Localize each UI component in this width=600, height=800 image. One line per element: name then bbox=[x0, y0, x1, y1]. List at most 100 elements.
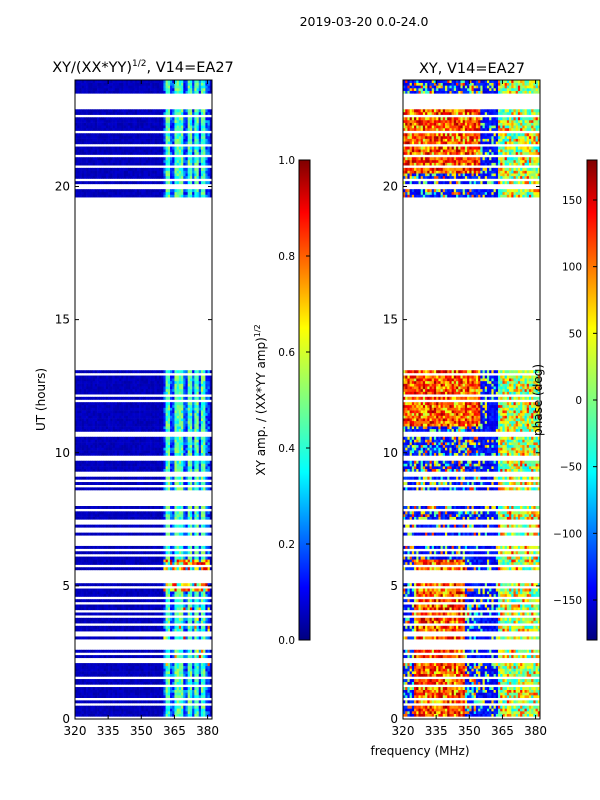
heatmap-cell bbox=[161, 588, 164, 592]
heatmap-cell bbox=[145, 561, 149, 565]
heatmap-cell bbox=[94, 418, 98, 422]
heatmap-cell bbox=[86, 402, 89, 406]
heatmap-cell bbox=[94, 567, 98, 571]
heatmap-cell bbox=[198, 391, 202, 395]
heatmap-cell bbox=[119, 418, 122, 422]
heatmap-cell bbox=[132, 375, 135, 379]
heatmap-cell bbox=[141, 423, 144, 427]
heatmap-cell bbox=[99, 628, 102, 632]
heatmap-cell bbox=[181, 620, 184, 624]
heatmap-cell bbox=[123, 689, 127, 693]
heatmap-cell bbox=[94, 452, 98, 456]
heatmap-cell bbox=[90, 628, 93, 632]
heatmap-cell bbox=[94, 583, 98, 587]
heatmap-cell bbox=[90, 396, 93, 400]
heatmap-cell bbox=[130, 617, 133, 621]
heatmap-cell bbox=[77, 567, 80, 571]
heatmap-cell bbox=[150, 476, 153, 480]
heatmap-cell bbox=[189, 681, 193, 685]
heatmap-cell bbox=[81, 466, 85, 470]
heatmap-cell bbox=[90, 599, 93, 603]
heatmap-cell bbox=[174, 476, 177, 480]
heatmap-cell bbox=[147, 625, 151, 629]
heatmap-cell bbox=[125, 482, 129, 485]
heatmap-cell bbox=[99, 665, 102, 669]
heatmap-cell bbox=[196, 396, 200, 400]
heatmap-cell bbox=[130, 649, 133, 653]
heatmap-cell bbox=[187, 663, 191, 667]
heatmap-cell bbox=[83, 415, 87, 419]
heatmap-cell bbox=[174, 189, 177, 193]
heatmap-cell bbox=[128, 388, 131, 392]
heatmap-cell bbox=[101, 418, 105, 422]
heatmap-cell bbox=[75, 420, 78, 424]
heatmap-cell bbox=[86, 452, 89, 456]
heatmap-cell bbox=[139, 181, 142, 185]
heatmap-cell bbox=[145, 402, 149, 406]
heatmap-cell bbox=[103, 665, 107, 669]
heatmap-cell bbox=[174, 415, 177, 419]
heatmap-cell bbox=[103, 482, 107, 485]
heatmap-cell bbox=[170, 386, 173, 390]
heatmap-cell bbox=[101, 452, 105, 456]
heatmap-cell bbox=[194, 679, 197, 683]
heatmap-cell bbox=[185, 593, 188, 597]
heatmap-cell bbox=[174, 370, 177, 374]
heatmap-cell bbox=[183, 567, 186, 571]
heatmap-cell bbox=[163, 191, 166, 195]
heatmap-cell bbox=[114, 713, 118, 717]
heatmap-cell bbox=[156, 567, 160, 571]
heatmap-cell bbox=[97, 617, 100, 621]
heatmap-cell bbox=[119, 612, 122, 616]
heatmap-cell bbox=[88, 388, 91, 392]
heatmap-cell bbox=[97, 665, 100, 669]
heatmap-cell bbox=[123, 545, 127, 549]
heatmap-cell bbox=[130, 407, 133, 411]
heatmap-cell bbox=[172, 388, 175, 392]
heatmap-cell bbox=[172, 559, 175, 563]
heatmap-cell bbox=[119, 673, 122, 677]
heatmap-cell bbox=[99, 700, 102, 704]
heatmap-cell bbox=[181, 711, 184, 714]
heatmap-cell bbox=[183, 436, 186, 440]
heatmap-cell bbox=[116, 513, 120, 517]
heatmap-cell bbox=[114, 559, 118, 563]
heatmap-cell bbox=[167, 607, 171, 611]
heatmap-cell bbox=[181, 636, 184, 640]
heatmap-cell bbox=[194, 439, 197, 443]
heatmap-cell bbox=[161, 428, 164, 432]
heatmap-cell bbox=[178, 375, 182, 379]
heatmap-cell bbox=[183, 460, 186, 464]
heatmap-cell bbox=[94, 402, 98, 406]
heatmap-cell bbox=[141, 428, 144, 432]
heatmap-cell bbox=[90, 426, 93, 430]
heatmap-cell bbox=[156, 513, 160, 517]
heatmap-cell bbox=[141, 532, 144, 536]
heatmap-cell bbox=[99, 402, 102, 406]
heatmap-cell bbox=[125, 692, 129, 696]
heatmap-cell bbox=[200, 463, 204, 467]
heatmap-cell bbox=[189, 556, 193, 560]
heatmap-cell bbox=[174, 532, 177, 536]
heatmap-cell bbox=[145, 556, 149, 560]
heatmap-cell bbox=[77, 466, 80, 470]
heatmap-cell bbox=[198, 375, 202, 379]
heatmap-cell bbox=[196, 375, 200, 379]
heatmap-cell bbox=[132, 410, 135, 414]
heatmap-cell bbox=[139, 681, 142, 685]
heatmap-cell bbox=[165, 593, 169, 597]
heatmap-cell bbox=[108, 402, 111, 406]
heatmap-cell bbox=[187, 439, 191, 443]
heatmap-cell bbox=[114, 511, 118, 515]
heatmap-cell bbox=[108, 476, 111, 480]
heatmap-cell bbox=[143, 604, 147, 608]
heatmap-cell bbox=[81, 532, 85, 536]
heatmap-cell bbox=[83, 391, 87, 395]
heatmap-cell bbox=[77, 628, 80, 632]
heatmap-cell bbox=[145, 671, 149, 675]
heatmap-cell bbox=[79, 559, 82, 563]
heatmap-cell bbox=[108, 463, 111, 467]
heatmap-cell bbox=[170, 513, 173, 517]
heatmap-cell bbox=[92, 439, 96, 443]
heatmap-cell bbox=[108, 439, 111, 443]
